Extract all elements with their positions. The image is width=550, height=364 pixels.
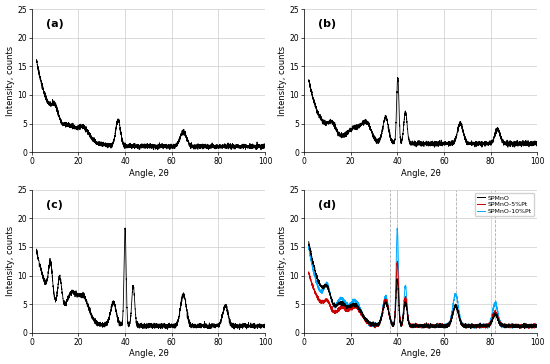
SPMnO-10%Pt [332,306,338,310]
SPMnO-10%Pt [394,226,401,230]
SPMnO-5%Pt [394,259,400,264]
SPMnO [534,324,541,329]
SPMnO [403,305,410,309]
Line: SPMnO-10%Pt: SPMnO-10%Pt [309,228,537,329]
SPMnO-10%Pt [403,290,410,294]
Legend: SPMnO, SPMnO-5%Pt, SPMnO-10%Pt: SPMnO, SPMnO-5%Pt, SPMnO-10%Pt [475,193,534,217]
SPMnO [393,290,400,294]
Line: SPMnO-5%Pt: SPMnO-5%Pt [309,261,537,328]
X-axis label: Angle, 2θ: Angle, 2θ [401,349,441,359]
X-axis label: Angle, 2θ: Angle, 2θ [401,169,441,178]
SPMnO-10%Pt [530,324,536,328]
Line: SPMnO: SPMnO [309,242,537,329]
Y-axis label: Intensity, counts: Intensity, counts [6,226,14,296]
SPMnO [530,326,536,330]
SPMnO [345,305,351,309]
Y-axis label: Intensity, counts: Intensity, counts [278,226,287,296]
SPMnO-5%Pt [505,325,512,329]
SPMnO-5%Pt [403,298,410,303]
SPMnO [521,327,528,331]
Text: (d): (d) [318,200,336,210]
SPMnO-5%Pt [530,323,536,327]
SPMnO [332,304,338,309]
SPMnO-10%Pt [534,324,541,328]
SPMnO-10%Pt [305,245,312,249]
Text: (a): (a) [46,19,64,29]
SPMnO-10%Pt [345,304,351,308]
X-axis label: Angle, 2θ: Angle, 2θ [129,349,168,359]
SPMnO-5%Pt [305,270,312,274]
SPMnO-10%Pt [468,327,475,331]
SPMnO-5%Pt [332,311,338,316]
SPMnO-5%Pt [393,277,400,281]
SPMnO-5%Pt [534,323,541,328]
Text: (c): (c) [46,200,63,210]
Y-axis label: Intensity, counts: Intensity, counts [6,46,14,116]
Text: (b): (b) [318,19,336,29]
SPMnO-5%Pt [426,326,432,331]
SPMnO-10%Pt [393,254,400,259]
X-axis label: Angle, 2θ: Angle, 2θ [129,169,168,178]
SPMnO-10%Pt [505,325,512,329]
Y-axis label: Intensity, counts: Intensity, counts [278,46,287,116]
SPMnO [505,324,512,328]
SPMnO-5%Pt [345,305,351,310]
SPMnO [305,240,312,244]
